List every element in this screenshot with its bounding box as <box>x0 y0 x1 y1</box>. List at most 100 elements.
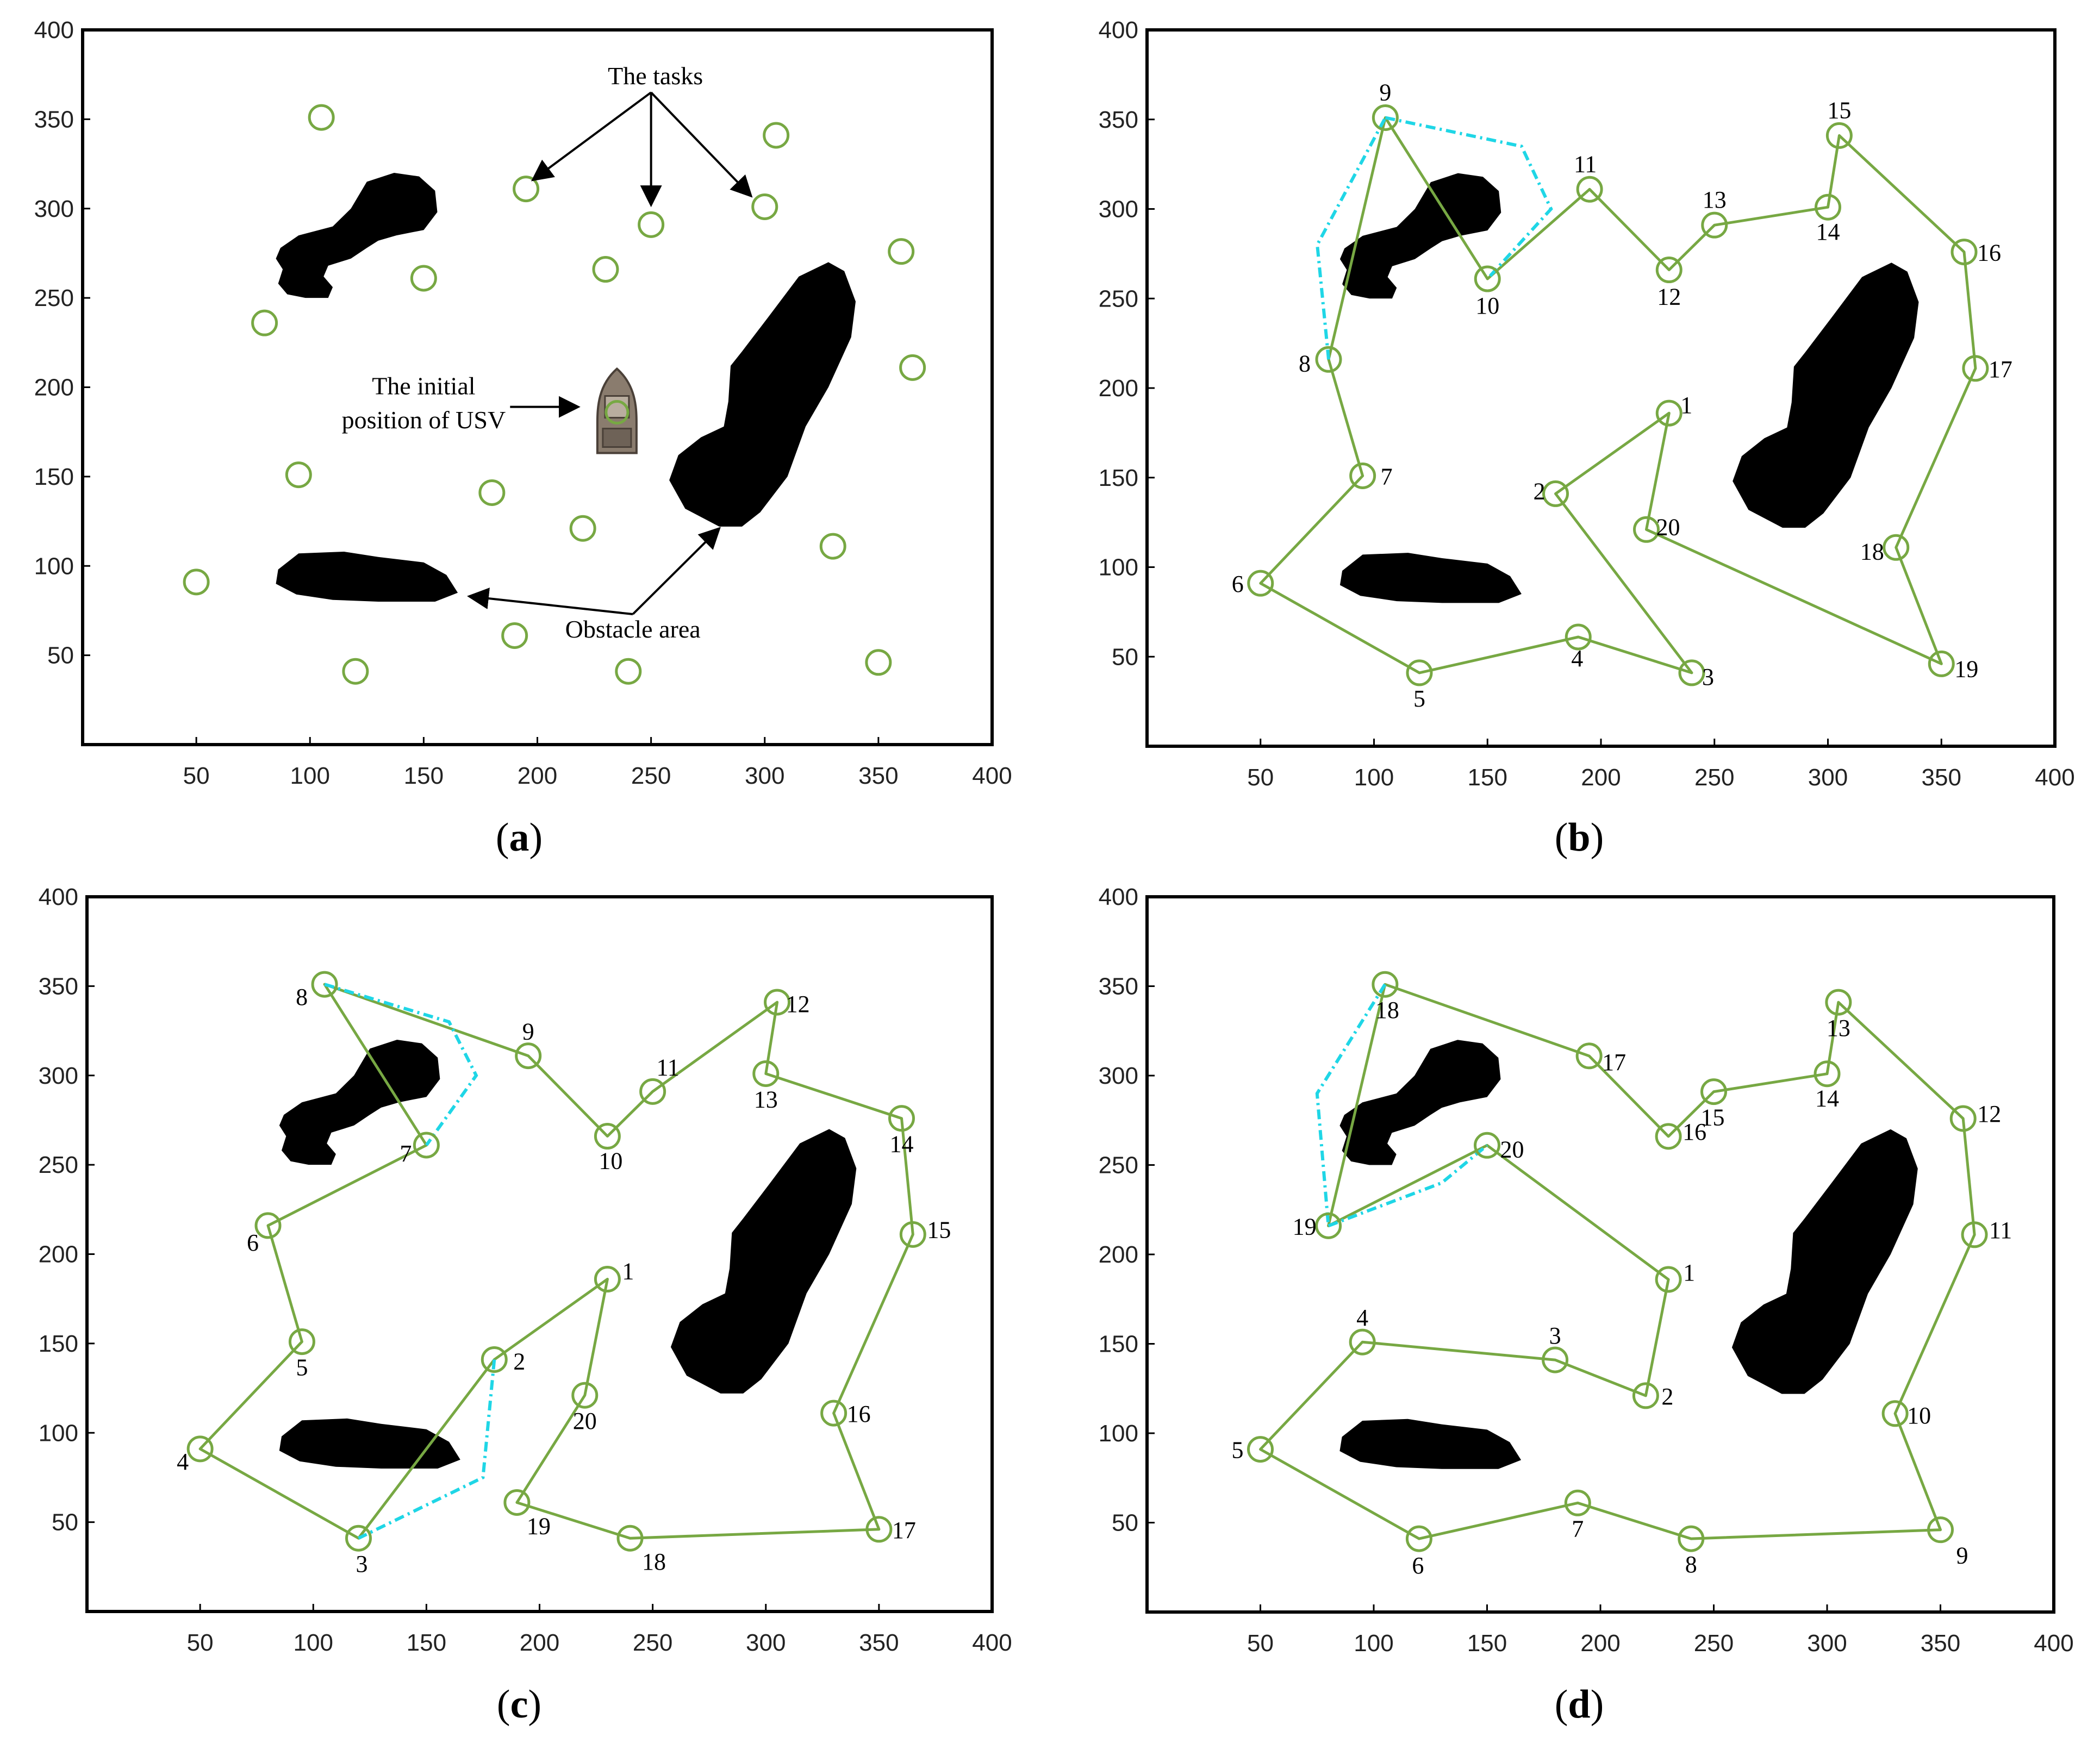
task-point <box>515 1042 542 1070</box>
y-tick-label: 300 <box>34 196 74 222</box>
y-tick-label: 400 <box>34 17 74 43</box>
task-order-label: 13 <box>754 1086 778 1113</box>
task-point <box>1372 104 1399 131</box>
obstacle-area <box>1339 1419 1522 1469</box>
task-point <box>308 104 335 131</box>
x-tick-label: 300 <box>745 763 784 789</box>
y-tick-label: 400 <box>39 884 78 910</box>
obstacle-area <box>276 552 458 602</box>
task-order-label: 5 <box>1232 1437 1244 1464</box>
task-point <box>1575 1042 1603 1070</box>
panel-b: 50 100 150 200 250 300 350 400 50 100 150 200 250 300… <box>1099 17 2075 791</box>
task-point <box>1655 1123 1682 1150</box>
y-tick-label: 350 <box>34 106 74 133</box>
task-order-label: 3 <box>1702 664 1714 690</box>
task-point <box>1247 570 1274 597</box>
annotation-tasks: The tasks <box>608 62 703 90</box>
task-order-label: 8 <box>1685 1551 1697 1578</box>
task-order-label: 15 <box>1827 97 1851 123</box>
x-tick-label: 300 <box>1807 1630 1847 1657</box>
task-point <box>413 1132 440 1159</box>
x-tick-label: 300 <box>1808 764 1848 791</box>
task-order-label: 11 <box>1574 151 1597 177</box>
task-point <box>311 971 338 998</box>
y-tick-label: 150 <box>1099 1331 1138 1358</box>
task-point <box>1474 1132 1500 1159</box>
task-point <box>342 658 369 685</box>
task-point <box>183 569 210 596</box>
task-order-label: 18 <box>1860 538 1884 565</box>
task-order-label: 11 <box>1989 1217 2012 1244</box>
task-point <box>481 1346 508 1373</box>
obstacle-area <box>670 1129 857 1394</box>
panel-labels: (a) (b) (c) (d) <box>496 815 1604 1727</box>
task-point <box>186 1435 214 1463</box>
task-point <box>1928 650 1955 677</box>
task-point <box>503 1489 531 1516</box>
task-point <box>1961 1221 1988 1248</box>
x-tick-label: 200 <box>1581 764 1621 791</box>
task-point <box>888 238 915 265</box>
task-point <box>1632 1382 1659 1409</box>
task-point <box>1678 659 1705 686</box>
plot-frame <box>1145 28 2057 748</box>
x-tick-label: 300 <box>746 1629 786 1656</box>
task-point <box>616 1525 644 1552</box>
y-tick-label: 200 <box>39 1241 78 1268</box>
x-tick-label: 400 <box>2035 764 2074 791</box>
task-point <box>888 1105 915 1132</box>
task-point <box>1564 1489 1591 1516</box>
annotation-usv-line1: The initial <box>372 372 475 400</box>
x-tick-label: 150 <box>1468 764 1507 791</box>
x-tick-label: 350 <box>1921 1630 1960 1657</box>
plot-frame <box>81 28 994 746</box>
task-order-label: 1 <box>1680 392 1692 418</box>
panel-d: 50 100 150 200 250 300 350 400 50 100 150 200 250 300… <box>1099 884 2074 1657</box>
x-tick-label: 350 <box>858 763 898 789</box>
x-tick-label: 250 <box>631 763 671 789</box>
task-point <box>345 1525 372 1552</box>
task-point <box>615 658 642 685</box>
y-tick-label: 200 <box>1099 375 1138 402</box>
x-tick-label: 150 <box>407 1629 446 1656</box>
task-point <box>1678 1525 1705 1552</box>
task-point <box>1655 1266 1682 1293</box>
task-order-label: 9 <box>1379 79 1391 105</box>
task-order-label: 15 <box>927 1216 951 1243</box>
task-point <box>1406 659 1433 686</box>
task-point <box>1962 355 1989 382</box>
x-tick-label: 50 <box>1247 764 1274 791</box>
task-order-label: 20 <box>1656 514 1680 540</box>
x-tick-label: 100 <box>1354 764 1394 791</box>
y-tick-label: 150 <box>1099 465 1138 491</box>
x-tick-label: 250 <box>1694 1630 1734 1657</box>
obstacle-area <box>279 1418 460 1469</box>
task-point <box>1372 971 1399 998</box>
y-tick-label: 200 <box>34 374 74 401</box>
y-tick-label: 250 <box>39 1152 78 1178</box>
task-order-label: 7 <box>1572 1515 1584 1542</box>
annotation-obstacle: Obstacle area <box>565 615 701 643</box>
task-point <box>285 461 312 489</box>
usv-route <box>1259 983 1976 1540</box>
task-point <box>819 533 846 560</box>
x-tick-label: 400 <box>972 1629 1012 1656</box>
task-order-label: 2 <box>1661 1383 1673 1410</box>
task-order-label: 11 <box>656 1054 679 1080</box>
task-point <box>639 1078 666 1105</box>
task-point <box>763 122 790 149</box>
task-order-label: 2 <box>1534 478 1546 504</box>
x-tick-label: 50 <box>187 1629 214 1656</box>
task-point <box>1655 399 1683 427</box>
task-order-label: 16 <box>1683 1119 1706 1145</box>
y-tick-label: 50 <box>47 642 74 669</box>
obstacle-avoidance-path <box>1328 1144 1488 1228</box>
task-point <box>594 1123 621 1150</box>
task-order-label: 1 <box>622 1258 634 1285</box>
panel-c: 50 100 150 200 250 300 350 400 50 100 150 200 250 300… <box>39 884 1012 1656</box>
task-order-label: 10 <box>1475 292 1499 319</box>
task-order-label: 16 <box>1977 240 2001 266</box>
task-point <box>571 1382 599 1409</box>
panel-a: 50 100 150 200 250 300 350 400 50 100 150 200 250 300… <box>34 17 1012 789</box>
task-order-label: 9 <box>1956 1542 1968 1569</box>
